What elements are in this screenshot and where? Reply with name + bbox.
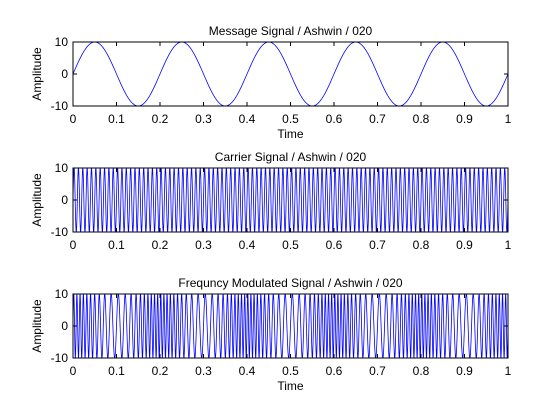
x-tick-label: 0.8 <box>413 364 430 378</box>
x-tick-label: 0.9 <box>456 364 473 378</box>
y-tick-label: 10 <box>55 35 69 49</box>
x-tick-label: 0 <box>70 112 77 126</box>
chart-title: Frequncy Modulated Signal / Ashwin / 020 <box>178 276 402 290</box>
x-tick-label: 0.6 <box>326 238 343 252</box>
x-tick-label: 0.2 <box>152 238 169 252</box>
y-axis-label: Amplitude <box>30 173 44 227</box>
x-tick-label: 0.4 <box>239 364 256 378</box>
x-tick-label: 0.7 <box>369 364 386 378</box>
subplot-1: 0 0.1 0.2 0.3 0.4 0.5 0.6 0.7 0.8 0.9 1-10010Messa… <box>30 24 512 141</box>
chart-title: Carrier Signal / Ashwin / 020 <box>215 150 367 164</box>
y-tick-label: 10 <box>55 161 69 175</box>
x-tick-label: 0.6 <box>326 364 343 378</box>
x-tick-label: 0.5 <box>282 364 299 378</box>
x-tick-label: 0.1 <box>108 364 125 378</box>
y-tick-label: -10 <box>51 351 69 365</box>
x-tick-label: 0.1 <box>108 112 125 126</box>
y-tick-label: -10 <box>51 99 69 113</box>
series-line-fm <box>73 294 508 358</box>
series-line-message <box>73 42 508 106</box>
subplot-2: 0 0.1 0.2 0.3 0.4 0.5 0.6 0.7 0.8 0.9 1-10010Carri… <box>30 150 512 252</box>
subplot-3: 0 0.1 0.2 0.3 0.4 0.5 0.6 0.7 0.8 0.9 1-10010Frequ… <box>30 276 512 393</box>
x-tick-label: 0.9 <box>456 238 473 252</box>
x-tick-label: 0.9 <box>456 112 473 126</box>
x-tick-label: 0.7 <box>369 238 386 252</box>
y-tick-label: 0 <box>61 193 68 207</box>
x-tick-label: 0 <box>70 238 77 252</box>
x-tick-label: 0.4 <box>239 112 256 126</box>
x-tick-label: 0.5 <box>282 112 299 126</box>
x-tick-label: 0.5 <box>282 238 299 252</box>
y-axis-label: Amplitude <box>30 47 44 101</box>
x-axis-label: Time <box>277 127 304 141</box>
x-tick-label: 0.1 <box>108 238 125 252</box>
x-tick-label: 0.3 <box>195 364 212 378</box>
x-tick-label: 0.7 <box>369 112 386 126</box>
y-tick-label: -10 <box>51 225 69 239</box>
y-tick-label: 0 <box>61 319 68 333</box>
x-tick-label: 0.3 <box>195 238 212 252</box>
x-tick-label: 0.2 <box>152 112 169 126</box>
x-tick-label: 0.2 <box>152 364 169 378</box>
y-axis-label: Amplitude <box>30 299 44 353</box>
x-tick-label: 1 <box>505 364 512 378</box>
x-tick-label: 0.8 <box>413 238 430 252</box>
y-tick-label: 0 <box>61 67 68 81</box>
x-tick-label: 0 <box>70 364 77 378</box>
chart-title: Message Signal / Ashwin / 020 <box>209 24 373 38</box>
y-tick-label: 10 <box>55 287 69 301</box>
x-tick-label: 1 <box>505 238 512 252</box>
x-tick-label: 0.4 <box>239 238 256 252</box>
x-tick-label: 0.8 <box>413 112 430 126</box>
x-tick-label: 1 <box>505 112 512 126</box>
x-axis-label: Time <box>277 379 304 393</box>
x-tick-label: 0.6 <box>326 112 343 126</box>
x-tick-label: 0.3 <box>195 112 212 126</box>
series-line-carrier <box>73 168 508 232</box>
